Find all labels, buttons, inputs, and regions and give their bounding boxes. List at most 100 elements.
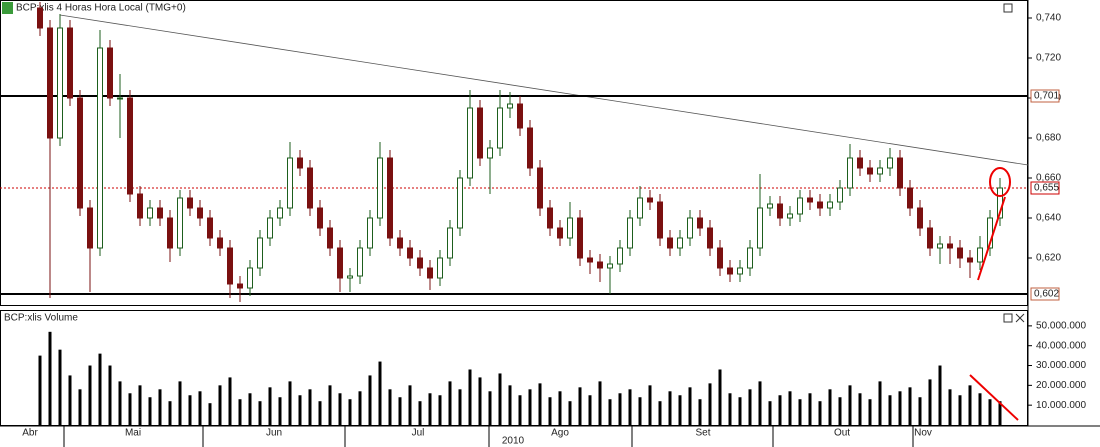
volume-bar: [778, 395, 782, 425]
volume-bar: [158, 389, 162, 425]
volume-bar: [398, 397, 402, 425]
volume-bar: [548, 397, 552, 425]
candle-body: [657, 201, 663, 239]
candle-body: [947, 243, 953, 249]
volume-bar: [558, 391, 562, 425]
candle-body: [227, 247, 233, 285]
candle-body: [707, 227, 713, 249]
volume-bar: [628, 389, 632, 425]
candle-body: [487, 147, 493, 159]
candle-body: [607, 263, 613, 269]
year-label: 2010: [502, 436, 525, 447]
x-tick-label: Ago: [551, 428, 569, 439]
candle-body: [637, 197, 643, 219]
volume-bar: [708, 383, 712, 425]
volume-bar: [918, 397, 922, 425]
candle-body: [807, 197, 813, 203]
volume-bar: [38, 355, 42, 425]
candle-body: [197, 207, 203, 219]
symbol-flag[interactable]: [2, 2, 13, 14]
volume-panel: [0, 310, 1028, 426]
maximize-button[interactable]: [1003, 313, 1013, 323]
volume-bar: [478, 377, 482, 425]
volume-bar: [428, 393, 432, 425]
candle-body: [457, 177, 463, 229]
volume-bar: [498, 373, 502, 425]
candle-body: [937, 243, 943, 249]
candle-body: [377, 157, 383, 219]
candle-body: [367, 217, 373, 249]
volume-bar: [168, 401, 172, 425]
close-button[interactable]: [1015, 313, 1025, 323]
candle-body: [767, 203, 773, 209]
candle-body: [57, 27, 63, 139]
volume-bar: [128, 393, 132, 425]
candle-body: [687, 217, 693, 239]
volume-bar: [58, 349, 62, 425]
volume-bar: [998, 401, 1002, 425]
last-price-label: 0,655: [1034, 183, 1059, 194]
y-tick-label: 0,740: [1036, 13, 1061, 24]
volume-bar: [268, 387, 272, 425]
candle-body: [857, 157, 863, 169]
candle-body: [827, 201, 833, 209]
candle-body: [147, 207, 153, 219]
candle-body: [267, 217, 273, 239]
volume-bar: [758, 381, 762, 425]
volume-bar: [348, 399, 352, 425]
candle-body: [667, 237, 673, 249]
candle-body: [247, 267, 253, 289]
candle-body: [877, 167, 883, 175]
candle-body: [107, 47, 113, 99]
candle-body: [627, 217, 633, 249]
volume-bar: [208, 403, 212, 425]
candle-body: [847, 157, 853, 189]
volume-bar: [938, 365, 942, 425]
volume-bar: [948, 389, 952, 425]
volume-bar: [298, 395, 302, 425]
volume-bar: [178, 381, 182, 425]
maximize-button[interactable]: [1003, 3, 1013, 13]
volume-bar: [828, 389, 832, 425]
candle-body: [257, 237, 263, 269]
candle-body: [797, 197, 803, 215]
candle-body: [787, 213, 793, 219]
x-tick-label: Mai: [125, 428, 141, 439]
candle-body: [747, 247, 753, 269]
candle-body: [357, 247, 363, 277]
level-label: 0,701: [1034, 91, 1059, 102]
last-price-box: [1030, 181, 1060, 195]
volume-bar: [518, 395, 522, 425]
y-tick-label: 40.000.000: [1036, 340, 1086, 351]
right-axis-area: [1028, 0, 1100, 447]
volume-bar: [108, 365, 112, 425]
volume-bar: [388, 389, 392, 425]
candle-body: [567, 217, 573, 239]
volume-bar: [988, 399, 992, 425]
y-tick-label: 0,640: [1036, 213, 1061, 224]
volume-bar: [308, 389, 312, 425]
volume-bar: [338, 393, 342, 425]
candle-body: [207, 217, 213, 239]
candle-body: [517, 103, 523, 129]
volume-bar: [508, 385, 512, 425]
chart-title[interactable]: BCP:xlis 4 Horas Hora Local (TMG+0): [16, 3, 186, 14]
candle-body: [337, 247, 343, 279]
annotation-line: [969, 374, 1019, 421]
volume-bar: [278, 397, 282, 425]
highlight-circle: [989, 167, 1011, 197]
candle-body: [867, 167, 873, 175]
volume-bar: [978, 393, 982, 425]
volume-bar: [878, 381, 882, 425]
volume-bar: [358, 391, 362, 425]
candle-body: [417, 257, 423, 269]
candle-body: [87, 207, 93, 249]
candle-body: [717, 247, 723, 269]
candle-body: [187, 197, 193, 209]
candle-body: [287, 157, 293, 209]
candle-body: [307, 167, 313, 209]
candle-body: [577, 217, 583, 259]
x-tick-label: Jul: [412, 428, 425, 439]
volume-bar: [198, 391, 202, 425]
